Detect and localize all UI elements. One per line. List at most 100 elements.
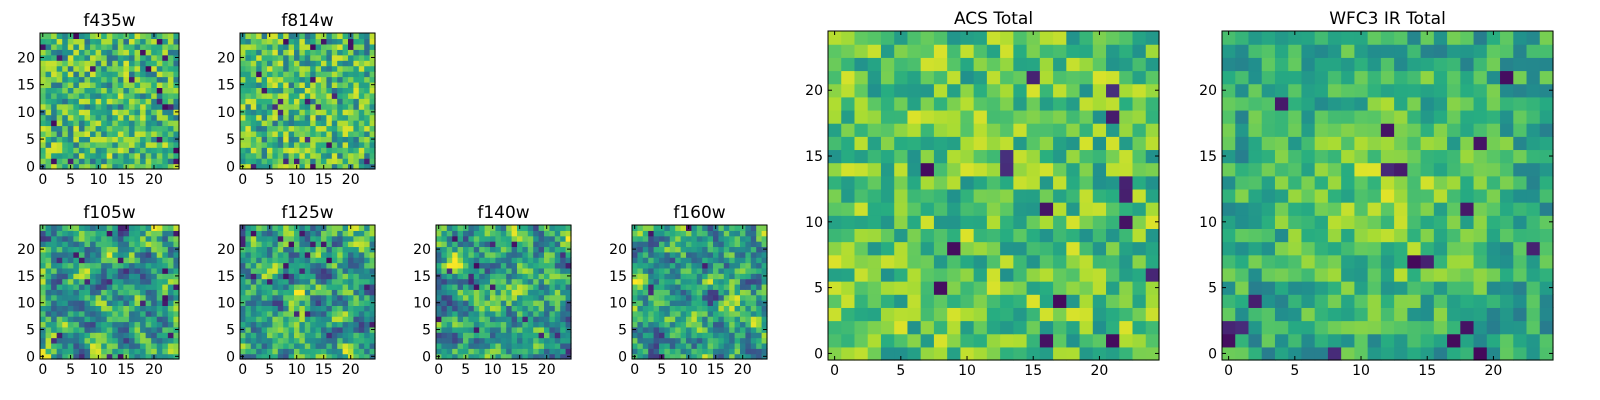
heatmap-cell xyxy=(659,273,665,280)
heatmap-cell xyxy=(245,300,252,306)
heatmap-cell xyxy=(73,136,80,143)
heatmap-cell xyxy=(272,60,279,67)
heatmap-cell xyxy=(128,114,136,121)
heatmap-cell xyxy=(310,241,317,248)
heatmap-cell xyxy=(1119,294,1134,308)
heatmap-cell xyxy=(369,235,376,242)
heatmap-cell xyxy=(756,283,763,290)
heatmap-cell xyxy=(283,348,290,355)
heatmap-cell xyxy=(1354,267,1369,282)
heatmap-cell xyxy=(907,254,922,269)
heatmap-cell xyxy=(95,152,102,159)
heatmap-cell xyxy=(1354,162,1369,177)
heatmap-cell xyxy=(101,103,108,110)
heatmap-cell xyxy=(554,257,561,264)
heatmap-cell xyxy=(272,316,279,323)
heatmap-cell xyxy=(299,103,306,110)
heatmap-cell xyxy=(1079,228,1094,243)
heatmap-cell xyxy=(756,310,763,317)
heatmap-cell xyxy=(337,310,344,317)
heatmap-cell xyxy=(337,65,344,72)
heatmap-cell xyxy=(441,294,448,301)
heatmap-cell xyxy=(1145,31,1160,45)
heatmap-cell xyxy=(245,305,252,312)
heatmap-cell xyxy=(117,283,124,290)
heatmap-cell xyxy=(95,321,102,328)
heatmap-cell xyxy=(659,326,665,333)
heatmap-cell xyxy=(173,342,180,349)
heatmap-cell xyxy=(73,278,80,285)
heatmap-cell xyxy=(729,300,736,306)
heatmap-cell xyxy=(84,316,91,323)
heatmap-cell xyxy=(637,235,644,242)
heatmap-cell xyxy=(250,294,257,301)
heatmap-cell xyxy=(484,294,491,301)
heatmap-cell xyxy=(1433,228,1448,243)
heatmap-cell xyxy=(73,76,80,83)
heatmap-cell xyxy=(331,76,338,83)
heatmap-cell xyxy=(841,267,856,282)
heatmap-cell xyxy=(544,246,550,253)
heatmap-cell xyxy=(1526,320,1541,335)
heatmap-cell xyxy=(45,300,52,306)
heatmap-cell xyxy=(1092,96,1107,111)
heatmap-cell xyxy=(1354,228,1369,243)
heatmap-cell xyxy=(734,289,741,296)
heatmap-cell xyxy=(1433,202,1448,216)
heatmap-cell xyxy=(283,81,290,88)
heatmap-cell xyxy=(167,136,175,143)
heatmap-cell xyxy=(729,326,736,333)
heatmap-cell xyxy=(277,76,284,83)
heatmap-cell xyxy=(272,332,279,339)
heatmap-cell xyxy=(162,163,169,170)
heatmap-cell xyxy=(256,147,263,154)
heatmap-cell xyxy=(45,125,52,132)
heatmap-cell xyxy=(506,294,513,301)
heatmap-cell xyxy=(933,57,948,72)
heatmap-cell xyxy=(299,114,306,121)
heatmap-cell xyxy=(880,228,895,243)
heatmap-cell xyxy=(40,294,47,301)
heatmap-cell xyxy=(841,149,856,164)
heatmap-cell xyxy=(446,273,453,280)
heatmap-cell xyxy=(1447,228,1461,243)
heatmap-cell xyxy=(145,141,152,148)
heatmap-cell xyxy=(261,81,268,88)
heatmap-cell xyxy=(734,321,741,328)
heatmap-cell xyxy=(907,228,922,243)
heatmap-cell xyxy=(101,65,108,72)
heatmap-cell xyxy=(538,348,545,355)
heatmap-cell xyxy=(669,246,676,253)
heatmap-cell xyxy=(101,332,108,339)
heatmap-cell xyxy=(151,251,158,258)
heatmap-cell xyxy=(664,246,671,253)
heatmap-cell xyxy=(337,294,344,301)
heatmap-cell xyxy=(304,326,311,333)
heatmap-cell xyxy=(446,241,453,248)
heatmap-cell xyxy=(117,103,124,110)
heatmap-cell xyxy=(123,246,130,253)
heatmap-cell xyxy=(960,149,975,164)
heatmap-cell xyxy=(245,321,252,328)
heatmap-cell xyxy=(277,109,284,116)
heatmap-cell xyxy=(112,225,119,231)
heatmap-cell xyxy=(1053,307,1067,322)
heatmap-cell xyxy=(140,300,147,306)
heatmap-cell xyxy=(106,332,113,339)
heatmap-cell xyxy=(750,305,757,312)
heatmap-cell xyxy=(1433,307,1448,322)
heatmap-cell xyxy=(659,251,665,258)
heatmap-cell xyxy=(1380,241,1395,256)
heatmap-cell xyxy=(653,225,660,231)
heatmap-cell xyxy=(173,98,180,105)
heatmap-cell xyxy=(1039,96,1054,111)
heatmap-cell xyxy=(67,326,74,333)
heatmap-cell xyxy=(51,163,58,170)
heatmap-cell xyxy=(78,246,86,253)
heatmap-cell xyxy=(145,43,152,50)
heatmap-cell xyxy=(527,278,534,285)
heatmap-cell xyxy=(90,152,97,159)
heatmap-cell xyxy=(277,33,284,40)
heatmap-cell xyxy=(522,241,529,248)
heatmap-cell xyxy=(1119,44,1134,58)
